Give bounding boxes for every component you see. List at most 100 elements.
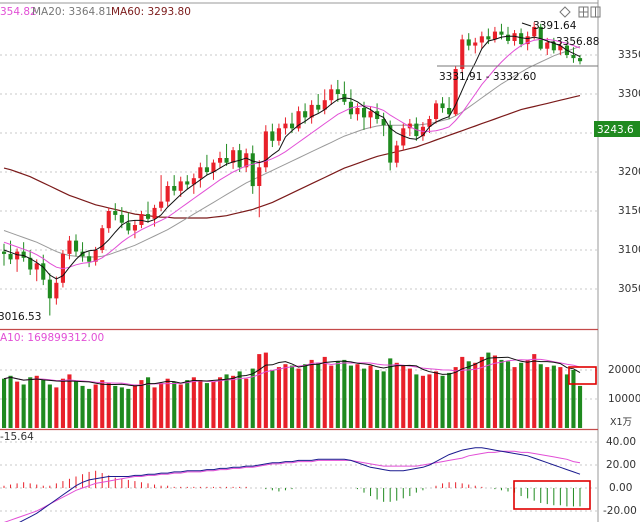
volume-bar xyxy=(152,387,157,428)
candle-body xyxy=(80,251,85,257)
candle-body xyxy=(473,42,478,46)
price-tick-label: 3150 xyxy=(618,205,640,217)
macd-tick-label: 0.00 xyxy=(609,482,632,494)
candle-body xyxy=(132,225,137,231)
candle-body xyxy=(218,158,223,163)
volume-bar xyxy=(126,388,131,428)
ma-short-layer xyxy=(3,35,581,280)
volume-bar xyxy=(473,362,478,429)
price-tick-label: 3100 xyxy=(618,244,640,256)
right-level-annotation: 3356.88 xyxy=(548,36,599,48)
volume-bar xyxy=(525,359,530,428)
ma60-header: MA60: 3293.80 xyxy=(111,6,191,18)
candle-body xyxy=(355,108,360,115)
volume-bar xyxy=(204,383,209,428)
candle-body xyxy=(394,145,399,163)
range-annotation-label: 3331.91 - 3332.60 xyxy=(439,71,536,83)
candle-body xyxy=(178,181,183,191)
macd-tick-label: -20.00 xyxy=(603,505,637,517)
volume-bar xyxy=(15,381,20,428)
candle-body xyxy=(362,108,367,118)
range-annotation: 3331.91 - 3332.60 xyxy=(437,65,598,83)
volume-bar xyxy=(355,364,360,428)
high-annotation-label: 3391.64 xyxy=(533,20,577,32)
volume-bar xyxy=(466,361,471,428)
candle-body xyxy=(381,119,386,126)
volume-bar xyxy=(67,374,72,428)
candle-body xyxy=(152,207,157,219)
candle-body xyxy=(519,33,524,45)
candle-body xyxy=(191,178,196,185)
candle-body xyxy=(447,108,452,115)
volume-bar xyxy=(427,374,432,428)
volume-bar xyxy=(139,380,144,428)
grid-toggle-icon[interactable] xyxy=(578,6,589,18)
volume-bar xyxy=(368,365,373,428)
high-pointer-line xyxy=(521,22,532,27)
candle-body xyxy=(113,211,118,215)
macd-layer xyxy=(3,447,581,526)
volume-bar xyxy=(519,362,524,429)
candle-body xyxy=(146,214,151,219)
volume-bar xyxy=(571,370,576,428)
low-annotation-label: 3016.53 xyxy=(0,311,41,323)
volume-highlight-box xyxy=(568,366,597,385)
volume-bar xyxy=(453,367,458,428)
candle-body xyxy=(224,158,229,163)
diamond-icon[interactable] xyxy=(559,6,571,18)
candle-body xyxy=(571,55,576,59)
candle-body xyxy=(100,228,105,250)
candle-body xyxy=(427,119,432,127)
candle-body xyxy=(231,150,236,163)
candle-body xyxy=(21,251,26,258)
volume-bar xyxy=(263,352,268,428)
volume-bar xyxy=(460,356,465,428)
candle-body xyxy=(2,251,7,254)
panel-toggle-icon[interactable] xyxy=(590,6,601,18)
candle-body xyxy=(322,100,327,110)
candle-body xyxy=(499,31,504,35)
candle-body xyxy=(290,123,295,129)
candle-body xyxy=(466,39,471,46)
ma60-layer xyxy=(3,95,581,219)
volume-bar xyxy=(224,374,229,428)
candle-body xyxy=(492,31,497,40)
candle-body xyxy=(375,111,380,119)
volume-bar xyxy=(362,368,367,428)
volume-bar xyxy=(276,367,281,428)
volume-bar xyxy=(47,384,52,428)
volume-bar xyxy=(342,359,347,428)
volume-layer xyxy=(2,352,583,429)
candle-body xyxy=(479,36,484,43)
volume-tick-label: 10000 xyxy=(608,393,640,405)
volume-bar xyxy=(237,371,242,428)
ma60-line xyxy=(3,95,581,219)
candle-body xyxy=(296,111,301,129)
candle-body xyxy=(460,39,465,69)
volume-bar xyxy=(87,388,92,428)
price-tick-label: 3350 xyxy=(618,49,640,61)
candle-body xyxy=(551,42,556,51)
last-price-badge-bg xyxy=(594,121,640,137)
volume-bar xyxy=(309,359,314,428)
candle-body xyxy=(244,153,249,168)
volume-bar xyxy=(198,380,203,428)
candle-body xyxy=(453,69,458,115)
volume-bar xyxy=(375,370,380,428)
candle-body xyxy=(172,186,177,191)
volume-bar xyxy=(551,365,556,428)
volume-bar xyxy=(506,361,511,428)
candle-body xyxy=(28,257,33,270)
volume-bar xyxy=(440,375,445,428)
candle-body xyxy=(532,26,537,37)
volume-bar xyxy=(172,381,177,428)
candle-body xyxy=(87,256,92,262)
volume-bar xyxy=(106,383,111,428)
price-y-axis: 3350 3300 3250 3200 3150 3100 3050 xyxy=(618,49,640,295)
volume-unit-label: X1万 xyxy=(610,417,632,428)
volume-bar xyxy=(34,375,39,428)
candle-body xyxy=(512,33,517,41)
volume-bar xyxy=(316,362,321,429)
volume-bar xyxy=(74,381,79,428)
